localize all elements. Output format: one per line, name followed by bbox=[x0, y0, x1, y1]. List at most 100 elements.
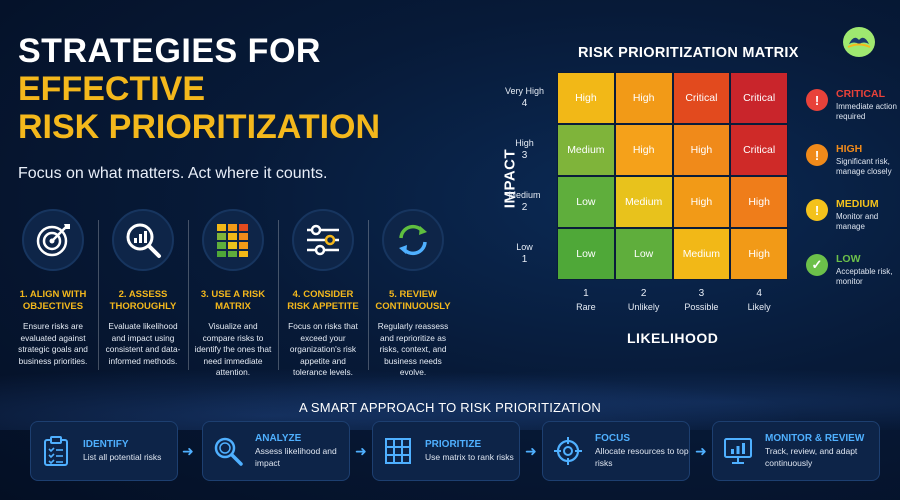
magnifier-icon bbox=[213, 436, 243, 466]
strategy-title: 1. ALIGN WITH OBJECTIVES bbox=[19, 289, 87, 313]
grid-icon bbox=[383, 436, 413, 466]
likelihood-tick-name: Rare bbox=[576, 302, 596, 312]
arrow-right-icon: ➜ bbox=[182, 443, 194, 459]
matrix-cell: High bbox=[673, 177, 730, 227]
legend-description: Immediate action required bbox=[836, 101, 897, 122]
strategy-description: Regularly reassess and reprioritize as r… bbox=[377, 321, 449, 378]
strategy-title: 2. ASSESS THOROUGHLY bbox=[109, 289, 177, 313]
matrix-cell: High bbox=[731, 177, 787, 227]
strategy-description: Ensure risks are evaluated against strat… bbox=[18, 321, 88, 366]
matrix-cell: Medium bbox=[615, 177, 672, 227]
matrix-title: RISK PRIORITIZATION MATRIX bbox=[578, 45, 799, 61]
strategy-title: 5. REVIEW CONTINUOUSLY bbox=[375, 289, 451, 313]
legend-name: HIGH bbox=[836, 143, 863, 155]
legend-item: ! CRITICAL Immediate action required bbox=[806, 88, 900, 143]
strategy-title: 4. CONSIDER RISK APPETITE bbox=[287, 289, 359, 313]
exclamation-icon: ! bbox=[806, 199, 828, 221]
strategy-description: Visualize and compare risks to identify … bbox=[194, 321, 272, 378]
impact-tick: Very High 4 bbox=[497, 72, 552, 124]
matrix-cell: High bbox=[615, 73, 672, 123]
sliders-icon bbox=[292, 209, 354, 271]
background-wave bbox=[0, 360, 900, 430]
arrow-right-icon: ➜ bbox=[695, 443, 707, 459]
step-description: List all potential risks bbox=[83, 451, 162, 462]
crosshair-icon bbox=[553, 436, 583, 466]
step-description: Assess likelihood and impact bbox=[255, 446, 337, 468]
legend-description: Monitor and manage bbox=[836, 211, 879, 232]
impact-tick-name: High bbox=[515, 137, 534, 148]
monitor-chart-icon bbox=[723, 436, 753, 466]
impact-tick: High 3 bbox=[497, 124, 552, 176]
title-line-2: EFFECTIVE bbox=[18, 70, 206, 108]
strategy-item: 1. ALIGN WITH OBJECTIVES Ensure risks ar… bbox=[8, 205, 98, 385]
matrix-cell: Medium bbox=[558, 125, 614, 175]
likelihood-tick: 2 Unlikely bbox=[615, 287, 673, 314]
step-title: PRIORITIZE bbox=[425, 438, 482, 450]
legend-description: Acceptable risk, monitor bbox=[836, 266, 893, 287]
impact-tick: Low 1 bbox=[497, 228, 552, 280]
impact-tick: Medium 2 bbox=[497, 176, 552, 228]
impact-tick-number: 2 bbox=[521, 202, 528, 214]
arrow-right-icon: ➜ bbox=[355, 443, 367, 459]
exclamation-icon: ! bbox=[806, 89, 828, 111]
matrix-cell: High bbox=[558, 73, 614, 123]
matrix-cell: Critical bbox=[731, 73, 787, 123]
impact-tick-number: 1 bbox=[521, 254, 528, 266]
step-card: MONITOR & REVIEW Track, review, and adap… bbox=[712, 421, 880, 481]
strategy-item: 4. CONSIDER RISK APPETITE Focus on risks… bbox=[278, 205, 368, 385]
likelihood-tick-name: Likely bbox=[747, 302, 771, 312]
title-line-3: RISK PRIORITIZATION bbox=[18, 108, 381, 146]
legend-item: ! MEDIUM Monitor and manage bbox=[806, 198, 900, 253]
matrix-cell: Critical bbox=[731, 125, 787, 175]
likelihood-tick-name: Possible bbox=[684, 302, 719, 312]
matrix-cell: Low bbox=[558, 229, 614, 279]
strategies-list: 1. ALIGN WITH OBJECTIVES Ensure risks ar… bbox=[8, 205, 458, 385]
exclamation-icon: ! bbox=[806, 144, 828, 166]
legend-name: MEDIUM bbox=[836, 198, 879, 210]
matrix-cell: Critical bbox=[673, 73, 730, 123]
impact-tick-name: Low bbox=[516, 241, 533, 252]
title-line-1: STRATEGIES FOR bbox=[18, 32, 321, 70]
check-icon: ✓ bbox=[806, 254, 828, 276]
step-card: FOCUS Allocate resources to top risks bbox=[542, 421, 690, 481]
clipboard-icon bbox=[41, 436, 71, 466]
impact-tick-number: 3 bbox=[521, 150, 528, 162]
matrix-cell: High bbox=[615, 125, 672, 175]
impact-tick-name: Medium bbox=[508, 189, 541, 200]
likelihood-tick-number: 3 bbox=[698, 288, 705, 299]
magnifier-chart-icon bbox=[112, 209, 174, 271]
step-title: FOCUS bbox=[595, 433, 630, 445]
matrix-cell: Low bbox=[615, 229, 672, 279]
legend-item: ! HIGH Significant risk, manage closely bbox=[806, 143, 900, 198]
step-description: Use matrix to rank risks bbox=[425, 451, 514, 462]
strategy-description: Evaluate likelihood and impact using con… bbox=[105, 321, 181, 366]
step-card: ANALYZE Assess likelihood and impact bbox=[202, 421, 350, 481]
likelihood-ticks: 1 Rare 2 Unlikely 3 Possible 4 Likely bbox=[557, 287, 788, 314]
legend-name: CRITICAL bbox=[836, 88, 885, 100]
likelihood-tick-number: 2 bbox=[640, 288, 647, 299]
matrix-cell: High bbox=[673, 125, 730, 175]
likelihood-tick-number: 4 bbox=[756, 288, 762, 299]
likelihood-axis-label: LIKELIHOOD bbox=[627, 330, 719, 346]
target-icon bbox=[22, 209, 84, 271]
approach-steps: IDENTIFY List all potential risks ➜ ANAL… bbox=[30, 421, 880, 481]
strategy-item: 5. REVIEW CONTINUOUSLY Regularly reasses… bbox=[368, 205, 458, 385]
strategy-title: 3. USE A RISK MATRIX bbox=[200, 289, 266, 313]
matrix-cell: High bbox=[731, 229, 787, 279]
brand-logo-icon bbox=[843, 27, 875, 57]
step-card: PRIORITIZE Use matrix to rank risks bbox=[372, 421, 520, 481]
refresh-icon bbox=[382, 209, 444, 271]
legend-item: ✓ LOW Acceptable risk, monitor bbox=[806, 253, 900, 308]
matrix-cell: Low bbox=[558, 177, 614, 227]
matrix-legend: ! CRITICAL Immediate action required! HIGH S… bbox=[806, 88, 900, 308]
likelihood-tick: 3 Possible bbox=[673, 287, 731, 314]
approach-title: A SMART APPROACH TO RISK PRIORITIZATION bbox=[298, 400, 602, 415]
page-title: STRATEGIES FOR EFFECTIVE RISK PRIORITIZA… bbox=[18, 34, 380, 144]
step-title: IDENTIFY bbox=[83, 438, 129, 450]
risk-matrix-grid: High High Critical Critical Medium High High Cr… bbox=[557, 72, 788, 280]
arrow-right-icon: ➜ bbox=[525, 443, 537, 459]
impact-ticks: Very High 4 High 3 Medium 2 Low 1 bbox=[497, 72, 552, 280]
step-description: Allocate resources to top risks bbox=[595, 446, 689, 468]
likelihood-tick-name: Unlikely bbox=[627, 302, 660, 312]
likelihood-tick: 1 Rare bbox=[557, 287, 615, 314]
